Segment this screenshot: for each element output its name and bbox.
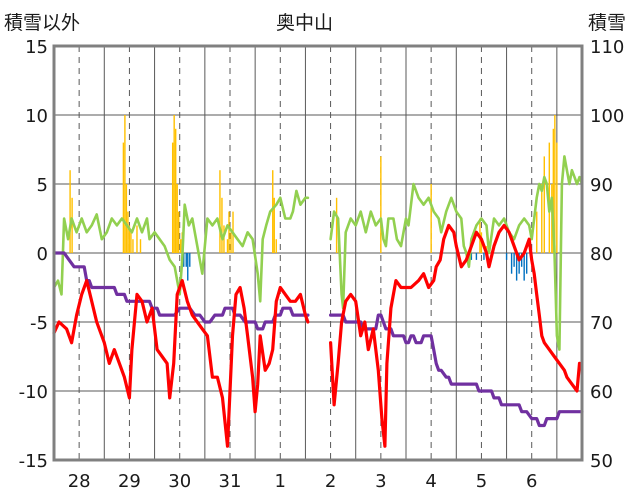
left-axis-title: 積雪以外 [4,12,81,34]
precip-bar [226,239,229,253]
precip-bar [185,253,187,267]
x-tick-label: 30 [168,471,191,492]
y-tick-label-right: 60 [590,382,613,403]
precip-bar [178,211,180,253]
x-tick-label: 4 [425,471,436,492]
wind-line [52,189,310,303]
precip-bar [69,170,71,253]
precip-bar [183,253,185,267]
x-tick-label: 1 [275,471,286,492]
precip-bar [335,197,338,253]
y-tick-label-right: 50 [590,451,613,472]
precip-bar [176,184,178,253]
x-tick-label: 6 [526,471,537,492]
x-tick-label: 31 [219,471,242,492]
precip-bar [127,211,129,253]
precip-bar [223,225,225,253]
precip-bar [136,225,138,253]
y-tick-label-left: 10 [25,106,48,127]
precip-bar [541,184,543,253]
y-tick-label-left: 0 [37,244,48,265]
y-tick-label-left: 5 [37,175,48,196]
series-lines [52,155,584,448]
precip-bar [230,232,232,253]
precip-bar [189,253,191,267]
precip-bar [543,156,545,253]
chart-title: 奥中山 [276,12,334,34]
precip-bar [124,115,126,253]
precip-bar [552,128,555,253]
x-tick-label: 5 [476,471,487,492]
precip-bar [520,253,523,267]
precip-bar [221,197,223,253]
precip-bar [173,115,175,253]
y-tick-label-left: -15 [19,451,48,472]
precip-bar [125,184,128,253]
wind-line [329,155,584,351]
y-tick-label-right: 100 [590,106,624,127]
precip-bar [505,253,508,260]
precip-bar [523,253,525,281]
precip-bar [475,253,478,260]
y-tick-label-right: 80 [590,244,613,265]
precip-bar [128,225,131,253]
precip-bars [69,115,558,281]
precip-bar [180,239,182,253]
precip-bar [219,170,221,253]
precip-bar [430,184,432,253]
snow_depth-line [52,251,310,331]
right-axis-title: 積雪 [588,12,627,34]
precip-bar [525,253,528,274]
x-tick-label: 29 [118,471,141,492]
precip-bar [510,253,513,274]
precip-bar [554,115,556,253]
precip-bar [174,128,177,253]
precip-bar [470,253,473,260]
precip-bar [187,253,189,281]
precip-bar [71,197,73,253]
snow_depth-line [329,313,584,428]
x-tick-label: 2 [325,471,336,492]
plot-frame [52,44,584,462]
y-tick-label-right: 90 [590,175,613,196]
y-tick-label-right: 70 [590,313,613,334]
precip-bar [122,142,125,253]
temperature-line [329,223,582,448]
x-tick-label: 3 [375,471,386,492]
precip-bar [228,211,230,253]
precip-bar [272,170,274,253]
precip-bar [132,239,134,253]
tick-labels: -15 -10 -5 0 5 10 15 50 60 70 80 90 100 110 28 29 30 31 1 2… [19,37,625,492]
precip-bar [275,239,277,253]
precip-bar [513,253,515,267]
precip-bar [556,142,558,253]
y-tick-label-left: -10 [19,382,48,403]
precip-bar [483,253,485,260]
y-tick-label-right: 110 [590,37,624,58]
precip-bar [518,253,520,274]
precip-bar [130,232,132,253]
precip-bar [515,253,518,281]
x-tick-label: 28 [68,471,91,492]
temperature-line [52,279,310,448]
precip-bar [380,156,382,253]
precip-bar [139,239,142,253]
precip-bar [273,197,275,253]
y-tick-label-left: 15 [25,37,48,58]
precip-bar [171,142,174,253]
precip-bar [536,211,538,253]
y-tick-label-left: -5 [30,313,48,334]
